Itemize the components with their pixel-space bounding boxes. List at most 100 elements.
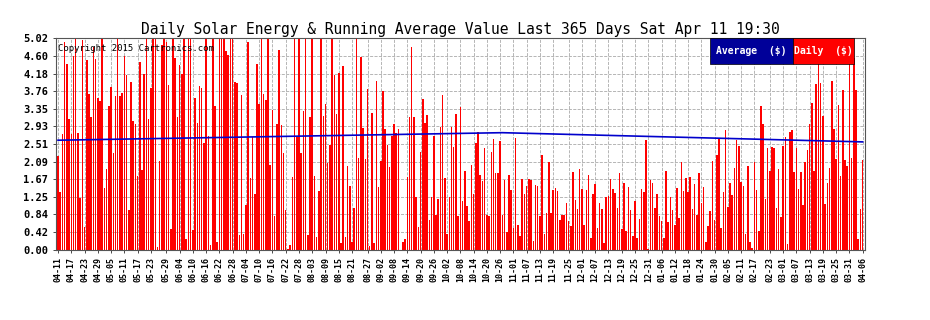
Bar bbox=[276, 124, 278, 250]
Bar bbox=[437, 199, 439, 250]
Bar bbox=[416, 197, 417, 250]
Bar bbox=[66, 65, 68, 250]
Bar bbox=[537, 186, 538, 250]
Bar bbox=[689, 177, 691, 250]
Bar bbox=[77, 133, 79, 250]
Bar bbox=[546, 213, 548, 250]
Bar bbox=[597, 228, 598, 250]
Bar bbox=[575, 200, 576, 250]
Bar bbox=[431, 197, 432, 250]
Bar bbox=[674, 225, 675, 250]
Bar bbox=[508, 175, 510, 250]
Bar bbox=[429, 220, 431, 250]
Bar bbox=[862, 160, 863, 250]
Bar bbox=[564, 215, 565, 250]
Bar bbox=[114, 96, 116, 250]
Bar bbox=[645, 140, 647, 250]
Bar bbox=[803, 204, 804, 250]
Bar bbox=[121, 93, 123, 250]
Bar bbox=[846, 166, 848, 250]
Bar bbox=[543, 234, 545, 250]
Bar bbox=[292, 177, 293, 250]
Bar bbox=[316, 237, 317, 250]
Title: Daily Solar Energy & Running Average Value Last 365 Days Sat Apr 11 19:30: Daily Solar Energy & Running Average Val… bbox=[141, 22, 779, 37]
Bar bbox=[700, 203, 702, 250]
Bar bbox=[307, 235, 309, 250]
Bar bbox=[241, 95, 243, 250]
Bar bbox=[718, 138, 720, 250]
Bar bbox=[519, 236, 521, 250]
Bar bbox=[650, 180, 651, 250]
Bar bbox=[475, 143, 476, 250]
Bar bbox=[190, 38, 192, 250]
Bar bbox=[541, 155, 543, 250]
Bar bbox=[281, 124, 282, 250]
Bar bbox=[135, 124, 136, 250]
Bar bbox=[710, 212, 711, 250]
Bar bbox=[618, 173, 620, 250]
Bar bbox=[228, 55, 229, 250]
Bar bbox=[685, 178, 686, 250]
Bar bbox=[148, 119, 150, 250]
Bar bbox=[232, 38, 233, 250]
Bar bbox=[570, 226, 572, 250]
Bar bbox=[338, 73, 339, 250]
Bar bbox=[750, 242, 751, 250]
Bar bbox=[159, 161, 161, 250]
Bar bbox=[384, 129, 386, 250]
Bar bbox=[340, 243, 341, 250]
Bar bbox=[166, 43, 167, 250]
Bar bbox=[612, 189, 614, 250]
Bar bbox=[641, 189, 643, 250]
Bar bbox=[464, 171, 466, 250]
Bar bbox=[435, 215, 437, 250]
Bar bbox=[283, 153, 285, 250]
Bar bbox=[273, 216, 275, 250]
Bar bbox=[183, 38, 185, 250]
Bar bbox=[504, 180, 505, 250]
Bar bbox=[93, 47, 94, 250]
Bar bbox=[214, 106, 216, 250]
Bar bbox=[793, 172, 795, 250]
Bar bbox=[382, 91, 384, 250]
Bar bbox=[188, 38, 189, 250]
Bar bbox=[771, 148, 773, 250]
Bar bbox=[517, 225, 519, 250]
Bar bbox=[342, 66, 344, 250]
Bar bbox=[305, 38, 306, 250]
Bar bbox=[60, 192, 61, 250]
Bar bbox=[387, 145, 388, 250]
Bar bbox=[170, 229, 171, 250]
Bar bbox=[506, 232, 508, 250]
Bar bbox=[196, 123, 198, 250]
Bar bbox=[477, 132, 479, 250]
Bar bbox=[734, 168, 736, 250]
Bar bbox=[767, 148, 768, 250]
Bar bbox=[548, 162, 550, 250]
Bar bbox=[490, 152, 492, 250]
Bar bbox=[223, 38, 224, 250]
Bar bbox=[366, 89, 368, 250]
Bar bbox=[175, 58, 176, 250]
Bar bbox=[809, 124, 810, 250]
Bar bbox=[687, 192, 689, 250]
Bar bbox=[668, 221, 669, 250]
Bar bbox=[325, 104, 326, 250]
Bar bbox=[313, 176, 315, 250]
Bar bbox=[528, 179, 530, 250]
Bar bbox=[179, 65, 180, 250]
Bar bbox=[172, 38, 174, 250]
Bar bbox=[658, 216, 660, 250]
Bar bbox=[800, 172, 802, 250]
Bar bbox=[681, 162, 683, 250]
Bar bbox=[482, 181, 484, 250]
Bar bbox=[300, 153, 302, 250]
Bar bbox=[422, 99, 423, 250]
Bar bbox=[199, 86, 200, 250]
Bar bbox=[358, 158, 359, 250]
Bar bbox=[446, 234, 448, 250]
Bar bbox=[577, 209, 578, 250]
Bar bbox=[745, 234, 746, 250]
Bar bbox=[254, 194, 256, 250]
Bar bbox=[265, 100, 267, 250]
